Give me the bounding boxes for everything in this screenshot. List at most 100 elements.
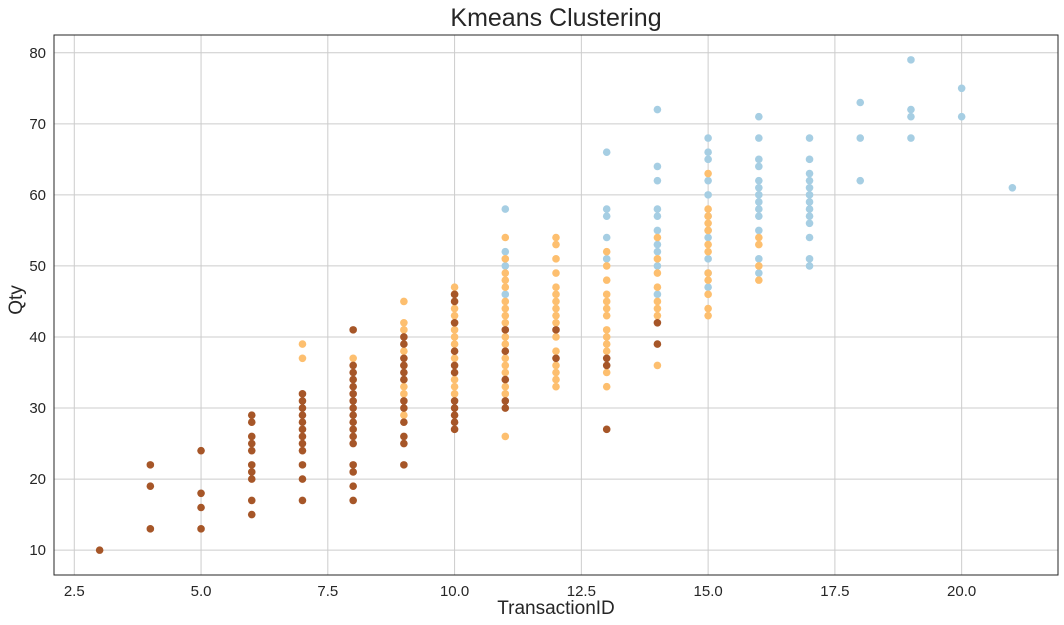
data-point [755,205,763,213]
data-point [805,198,814,206]
data-point [653,340,662,348]
x-tick-label: 5.0 [191,583,212,600]
data-point [349,361,357,370]
data-point [602,304,611,313]
data-point [602,212,611,220]
data-point [805,212,814,220]
data-point [146,525,155,533]
data-point [501,205,510,213]
data-point [552,283,560,292]
data-point [501,397,510,405]
data-point [501,283,510,292]
data-point [704,169,712,178]
data-point [653,255,662,263]
data-point [602,333,611,341]
data-point [653,304,662,313]
data-point [349,404,357,412]
data-point [298,496,307,505]
data-point [653,233,662,242]
data-point [653,361,662,370]
data-point [704,148,712,157]
data-point [805,155,814,164]
data-point [247,432,256,441]
data-point [501,361,510,370]
data-point [704,191,712,199]
data-point [704,283,712,292]
data-point [602,340,611,348]
data-point [450,368,459,377]
data-point [298,461,307,469]
data-point [450,311,459,320]
data-point [349,326,357,334]
data-point [704,247,712,256]
data-point [755,176,763,185]
data-point [400,297,408,306]
data-point [907,112,915,121]
data-point [552,233,560,242]
y-tick-label: 60 [29,187,46,204]
data-point [247,411,256,419]
data-point [450,418,459,427]
data-point [349,482,357,490]
data-point [805,134,814,142]
data-point [450,375,459,384]
data-point [349,397,357,405]
data-point [704,276,712,284]
data-point [95,546,104,554]
y-tick-label: 70 [29,116,46,133]
cluster-series [501,56,1017,299]
data-point [602,361,611,370]
cluster-series [95,290,662,554]
data-point [400,368,408,377]
data-point [450,425,459,434]
data-point [755,155,763,164]
data-point [755,212,763,220]
data-point [602,290,611,299]
data-point [298,354,307,363]
data-point [400,404,408,412]
data-point [602,247,611,256]
data-point [349,390,357,398]
data-point [907,134,915,142]
data-point [552,318,560,327]
data-point [501,368,510,377]
data-point [704,219,712,228]
data-point [450,297,459,306]
data-point [552,269,560,277]
data-point [197,503,205,512]
data-point [501,304,510,313]
data-point [805,191,814,199]
data-point [602,326,611,334]
data-point [552,333,560,341]
data-point [552,382,560,391]
data-point [400,318,408,327]
data-point [450,397,459,405]
data-point [856,98,865,107]
data-point [501,340,510,348]
data-point [856,134,865,142]
data-point [450,404,459,412]
data-point [653,105,662,114]
data-point [400,347,408,355]
data-point [501,290,510,299]
data-point [298,418,307,427]
data-point [755,112,763,121]
data-point [298,446,307,455]
data-point [755,183,763,192]
data-point [349,496,357,505]
data-point [298,439,307,448]
data-point [247,475,256,483]
data-point [704,233,712,242]
data-point [349,382,357,391]
x-tick-label: 17.5 [820,583,849,600]
data-point [349,461,357,469]
data-point [805,169,814,178]
x-tick-label: 15.0 [694,583,723,600]
data-point [298,397,307,405]
data-point [146,482,155,490]
data-point [400,439,408,448]
data-point [602,233,611,242]
data-point [653,318,662,327]
